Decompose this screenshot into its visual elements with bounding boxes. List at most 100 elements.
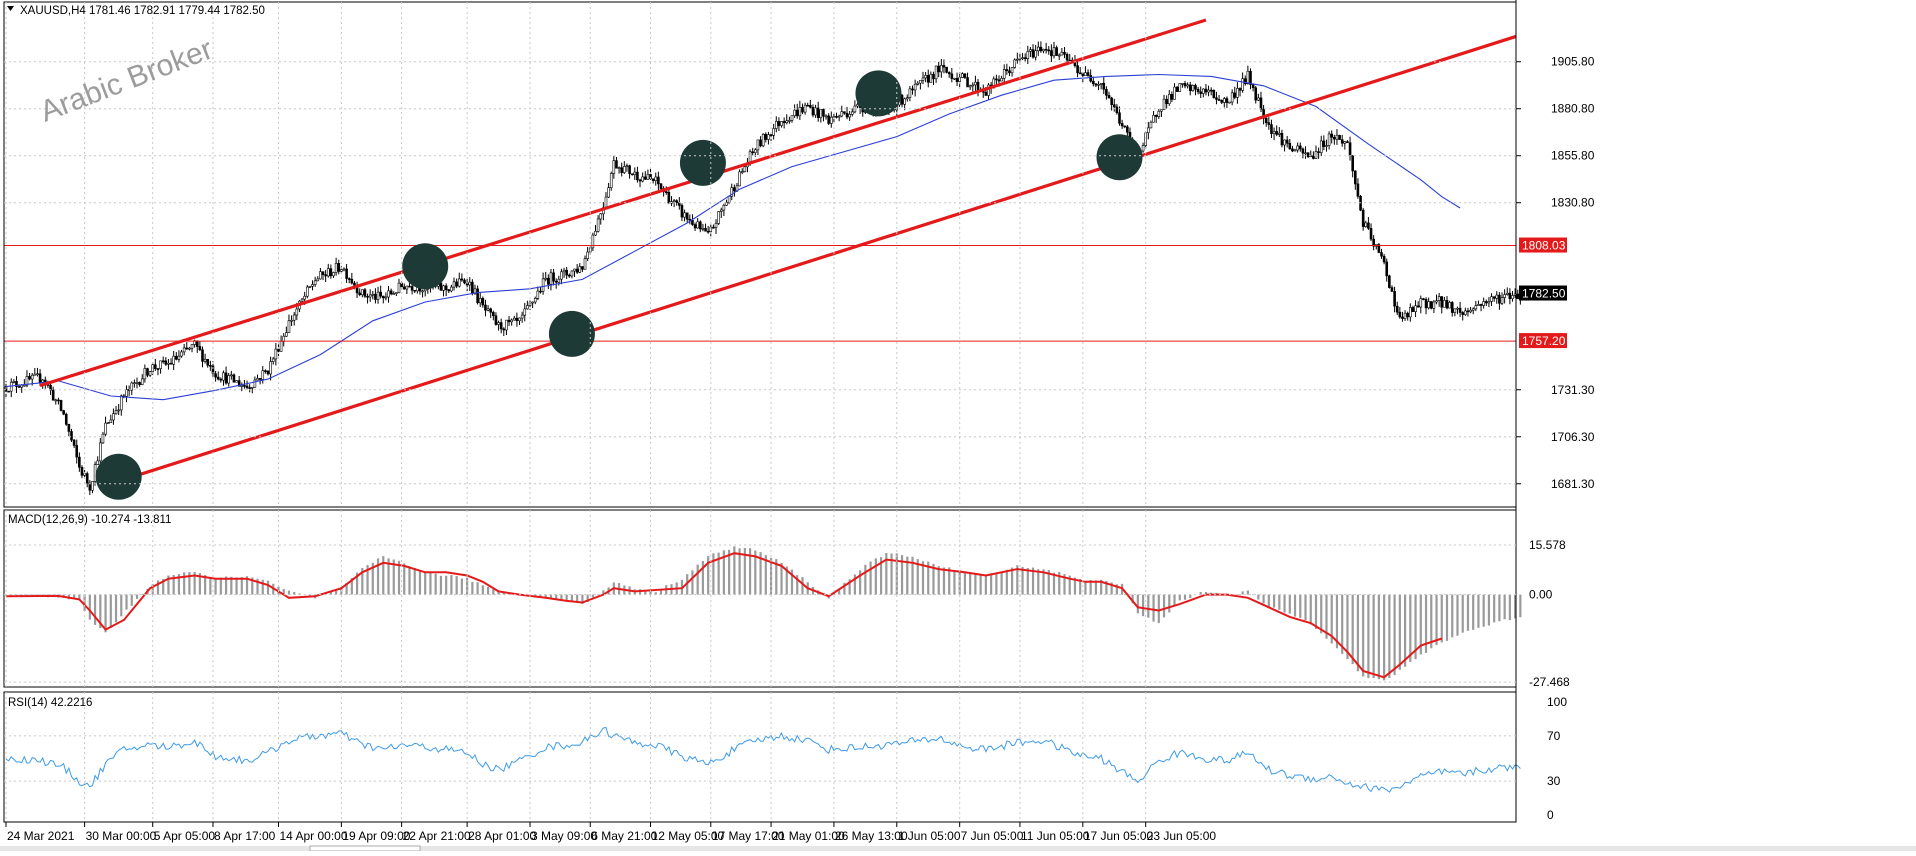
candle-body bbox=[829, 116, 833, 124]
candle-body bbox=[953, 77, 956, 80]
candle-body bbox=[1319, 140, 1323, 153]
candle-body bbox=[442, 285, 445, 291]
rsi-pane[interactable]: RSI(14) 42.2216 bbox=[5, 697, 1521, 793]
candle-body bbox=[502, 328, 506, 331]
candle-body bbox=[1403, 312, 1407, 319]
candle-body bbox=[714, 223, 718, 228]
triangle-down-icon[interactable] bbox=[7, 6, 14, 11]
candle-body bbox=[51, 389, 55, 401]
candle-body bbox=[1060, 51, 1064, 56]
candle-body bbox=[7, 390, 10, 393]
candle-body bbox=[72, 439, 76, 446]
candle-body bbox=[1249, 70, 1252, 85]
candle-body bbox=[164, 360, 168, 365]
candle-body bbox=[494, 315, 498, 325]
candle-body bbox=[1118, 112, 1121, 124]
x-tick-label: 6 May 21:00 bbox=[591, 829, 657, 843]
candle-body bbox=[478, 298, 482, 304]
candle-body bbox=[1078, 72, 1082, 75]
candle-body bbox=[1233, 92, 1237, 98]
candle-body bbox=[1416, 305, 1420, 308]
candle-body bbox=[1422, 298, 1425, 300]
candle-body bbox=[795, 109, 799, 117]
candle-body bbox=[374, 293, 377, 300]
tab-active[interactable] bbox=[309, 845, 421, 852]
candle-body bbox=[617, 167, 621, 169]
candle-body bbox=[963, 73, 967, 78]
candle-body bbox=[727, 195, 731, 203]
candle-body bbox=[219, 378, 223, 381]
candle-body bbox=[1435, 300, 1438, 303]
candle-body bbox=[913, 83, 917, 91]
candle-body bbox=[903, 98, 906, 105]
candle-body bbox=[167, 362, 170, 365]
candle-body bbox=[397, 282, 401, 293]
x-tick-label: 14 Apr 00:00 bbox=[279, 829, 347, 843]
candle-body bbox=[837, 115, 841, 118]
channel-trend-line[interactable] bbox=[39, 18, 1207, 388]
candle-body bbox=[1175, 86, 1179, 92]
candle-body bbox=[156, 368, 160, 370]
candle-body bbox=[738, 171, 741, 187]
candle-body bbox=[1034, 50, 1037, 58]
candle-body bbox=[1047, 49, 1051, 52]
candle-body bbox=[1042, 48, 1045, 52]
x-tick-label: 11 Jun 05:00 bbox=[1021, 829, 1090, 843]
candle-body bbox=[455, 281, 458, 287]
candle-body bbox=[1147, 127, 1150, 134]
candle-body bbox=[290, 319, 293, 322]
current-price-label-bg bbox=[1519, 285, 1567, 301]
candle-body bbox=[1178, 83, 1182, 92]
price-y-tick-label: 1830.80 bbox=[1551, 196, 1595, 210]
candle-body bbox=[358, 292, 362, 295]
candle-body bbox=[717, 211, 720, 224]
candle-body bbox=[1314, 151, 1318, 159]
candle-body bbox=[976, 81, 980, 92]
candle-body bbox=[693, 224, 697, 229]
channel-trend-line[interactable] bbox=[110, 34, 1517, 486]
candle-body bbox=[1036, 46, 1040, 52]
candle-body bbox=[227, 375, 230, 384]
candle-body bbox=[1485, 301, 1488, 304]
candle-body bbox=[1170, 94, 1174, 100]
candle-body bbox=[395, 292, 398, 294]
candle-body bbox=[974, 81, 977, 86]
candle-body bbox=[88, 482, 92, 491]
candle-body bbox=[850, 111, 854, 115]
marker-circle bbox=[855, 70, 902, 117]
macd-histogram bbox=[4, 546, 1522, 681]
candle-body bbox=[1238, 88, 1242, 91]
candle-body bbox=[476, 288, 479, 304]
candle-body bbox=[698, 221, 702, 230]
candle-body bbox=[1223, 98, 1226, 103]
candle-body bbox=[287, 320, 291, 333]
x-tick-label: 26 May 13:00 bbox=[835, 829, 908, 843]
x-tick-label: 17 Jun 05:00 bbox=[1084, 829, 1154, 843]
candle-body bbox=[706, 230, 710, 233]
candle-body bbox=[672, 200, 676, 202]
candle-body bbox=[1317, 151, 1320, 153]
candle-body bbox=[751, 151, 755, 154]
candle-body bbox=[646, 174, 650, 180]
candle-body bbox=[816, 107, 820, 118]
candle-body bbox=[1102, 82, 1106, 90]
candle-body bbox=[793, 109, 796, 116]
candle-body bbox=[41, 379, 44, 383]
candle-body bbox=[1021, 57, 1024, 60]
candle-body bbox=[1186, 84, 1189, 87]
x-tick-label: 28 Apr 01:00 bbox=[468, 829, 536, 843]
candle-body bbox=[586, 251, 589, 259]
candle-body bbox=[1312, 155, 1315, 159]
candle-body bbox=[75, 445, 79, 458]
moving-average-line bbox=[5, 73, 1461, 401]
candle-body bbox=[730, 187, 734, 197]
price-pane[interactable] bbox=[4, 18, 1522, 500]
candle-body bbox=[1409, 307, 1412, 318]
candle-body bbox=[1026, 51, 1030, 59]
candle-body bbox=[1013, 59, 1017, 68]
price-y-tick-label: 1706.30 bbox=[1551, 430, 1595, 444]
candle-body bbox=[245, 385, 249, 388]
macd-pane[interactable]: MACD(12,26,9) -10.274 -13.811 bbox=[4, 514, 1522, 681]
